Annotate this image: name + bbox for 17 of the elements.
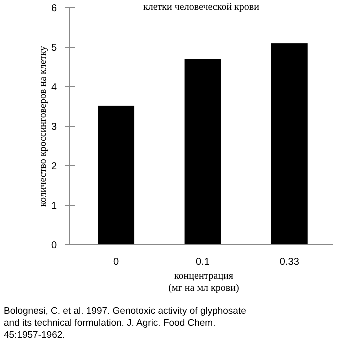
text: Bolognesi, C. et al. 1997. Genotoxic activity of glyphosate and its technical formulation. J. Agric. Food Chem. 45:1957-1962. — [4, 306, 246, 341]
y-tick-label: 6 — [51, 4, 58, 14]
x-axis-title: концентрация (мг на мл крови) — [168, 271, 240, 294]
bar — [271, 44, 308, 245]
y-tick-label: 1 — [51, 201, 58, 212]
y-tick-label: 5 — [51, 43, 58, 54]
y-axis-title: количество кроссинговеров на клетку — [38, 46, 49, 207]
chart-title: клетки человеческой крови — [144, 2, 260, 13]
x-tick-label: 0.33 — [280, 257, 300, 268]
y-tick-label: 2 — [51, 162, 58, 172]
y-tick-label: 4 — [51, 82, 58, 94]
bar — [184, 59, 222, 245]
x-tick-label: 0 — [114, 257, 120, 268]
y-tick-label: 3 — [51, 122, 58, 133]
x-tick-label: 0.1 — [196, 257, 210, 268]
y-tick-label: 0 — [51, 240, 58, 252]
bar — [98, 106, 135, 245]
